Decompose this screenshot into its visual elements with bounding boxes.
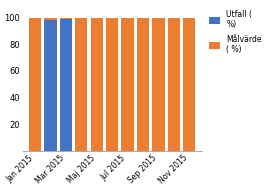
Legend: Utfall (
%), Målvärde
( %): Utfall ( %), Målvärde ( %) bbox=[207, 8, 263, 56]
Bar bbox=[44, 20, 57, 151]
Bar bbox=[106, 17, 118, 151]
Bar bbox=[168, 17, 180, 151]
Bar bbox=[29, 17, 41, 151]
Bar bbox=[137, 17, 149, 151]
Bar bbox=[60, 17, 72, 151]
Bar bbox=[60, 19, 72, 151]
Bar bbox=[44, 17, 57, 151]
Bar bbox=[152, 17, 165, 151]
Bar bbox=[183, 17, 195, 151]
Bar bbox=[75, 17, 87, 151]
Bar bbox=[90, 17, 103, 151]
Bar bbox=[122, 17, 134, 151]
